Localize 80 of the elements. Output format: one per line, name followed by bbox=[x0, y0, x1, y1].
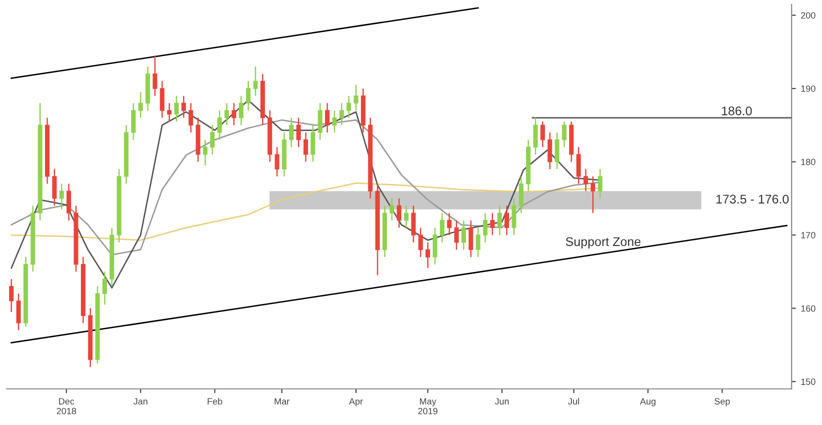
x-tick-label: Apr bbox=[348, 398, 363, 406]
candlestick bbox=[590, 176, 596, 214]
candlestick bbox=[167, 102, 172, 122]
candlestick bbox=[461, 220, 466, 250]
y-tick-label: 160 bbox=[801, 305, 816, 312]
candlestick bbox=[447, 212, 452, 236]
candlestick bbox=[476, 227, 480, 258]
x-tick-label: Aug bbox=[640, 398, 656, 406]
x-tick-label: Sep bbox=[714, 398, 730, 406]
candlestick bbox=[303, 132, 308, 162]
candlestick bbox=[576, 146, 581, 184]
candlestick bbox=[598, 168, 602, 200]
candlestick bbox=[325, 102, 330, 134]
candlestick bbox=[490, 212, 495, 236]
candlestick bbox=[354, 84, 358, 112]
candlestick bbox=[224, 102, 230, 126]
candlestick bbox=[454, 220, 459, 250]
candlestick bbox=[318, 102, 322, 140]
candlestick bbox=[152, 54, 158, 96]
ref-line-label: 186.0 bbox=[722, 106, 752, 116]
candlestick bbox=[404, 205, 409, 228]
candlestick bbox=[232, 102, 236, 126]
candlestick bbox=[497, 205, 502, 236]
candlestick bbox=[583, 168, 588, 192]
candlestick bbox=[310, 124, 316, 162]
candlestick bbox=[131, 102, 136, 140]
candlestick bbox=[210, 124, 215, 156]
x-tick-label: Dec 2018 bbox=[56, 398, 76, 414]
candlestick bbox=[390, 198, 394, 221]
candlestick bbox=[339, 102, 344, 126]
candlestick bbox=[468, 220, 474, 258]
candlestick bbox=[289, 117, 294, 148]
candlestick bbox=[274, 146, 280, 178]
candlestick bbox=[238, 95, 244, 126]
x-tick-label: Jul bbox=[568, 398, 579, 405]
candlestick bbox=[188, 102, 194, 134]
candlestick bbox=[16, 293, 21, 331]
candlestick bbox=[52, 168, 57, 206]
candlestick bbox=[296, 117, 301, 148]
candlestick bbox=[217, 110, 222, 140]
candlestick bbox=[66, 183, 72, 221]
candlestick bbox=[540, 120, 545, 148]
y-tick-label: 170 bbox=[801, 232, 816, 238]
x-tick-label: May 2019 bbox=[418, 398, 438, 414]
candlestick bbox=[518, 176, 524, 214]
candlestick bbox=[246, 80, 251, 112]
candlestick bbox=[138, 92, 143, 118]
x-tick-label: Mar bbox=[274, 398, 290, 405]
candlestick bbox=[440, 212, 444, 243]
y-tick-label: 150 bbox=[801, 378, 816, 385]
x-tick-label: Feb bbox=[208, 398, 222, 405]
candlestick bbox=[181, 95, 186, 118]
candlestick bbox=[418, 227, 423, 258]
annotation: Support Zone bbox=[566, 237, 641, 249]
band-label: 173.5 - 176.0 bbox=[716, 194, 789, 204]
candlestick bbox=[9, 278, 14, 313]
candlestick bbox=[59, 183, 64, 210]
candlestick bbox=[102, 271, 107, 306]
candlestick bbox=[160, 80, 164, 118]
candlestick bbox=[533, 117, 538, 156]
candlestick bbox=[202, 139, 208, 166]
y-tick-label: 190 bbox=[801, 85, 816, 92]
y-tick-label: 180 bbox=[801, 158, 816, 166]
candlestick bbox=[253, 66, 258, 96]
candlestick bbox=[482, 212, 488, 243]
candlestick bbox=[411, 205, 416, 243]
y-tick-label: 200 bbox=[801, 12, 816, 19]
candlestick bbox=[432, 227, 438, 265]
candlestick bbox=[504, 205, 510, 236]
candlestick bbox=[562, 120, 566, 148]
candlestick bbox=[426, 242, 430, 269]
candlestick bbox=[346, 95, 352, 118]
x-tick-label: Jun bbox=[494, 398, 509, 405]
x-tick-label: Jan bbox=[133, 398, 148, 405]
candlestick bbox=[332, 110, 337, 134]
candlestick bbox=[396, 198, 402, 228]
candlestick bbox=[512, 198, 516, 236]
candlestick bbox=[174, 95, 179, 122]
candlestick bbox=[554, 132, 560, 170]
candlestick bbox=[548, 132, 552, 170]
